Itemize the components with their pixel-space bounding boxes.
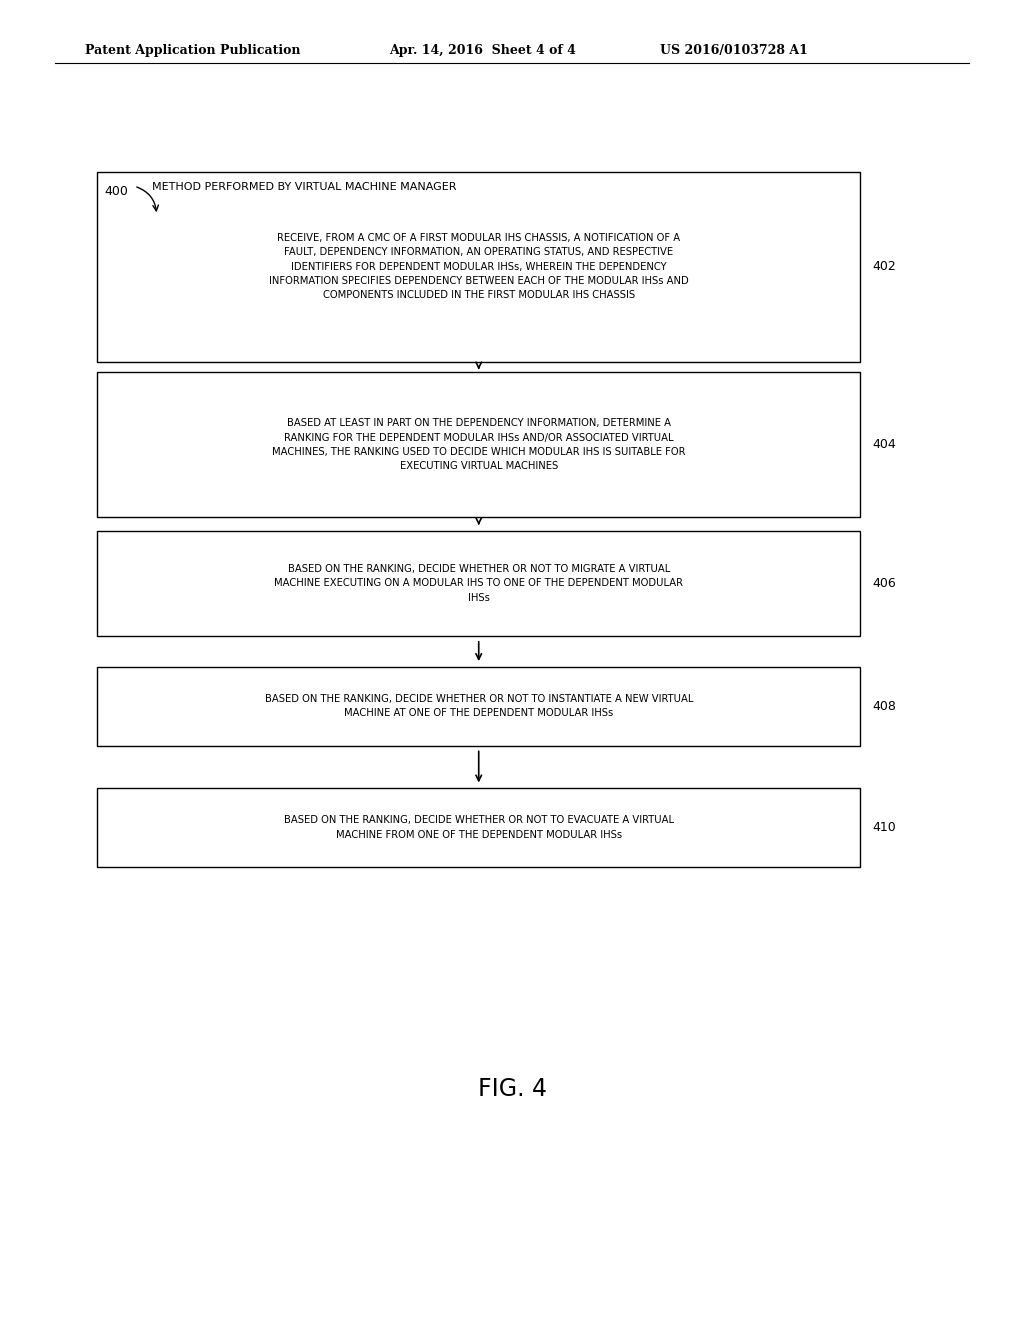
Text: 404: 404 (872, 438, 896, 451)
Text: METHOD PERFORMED BY VIRTUAL MACHINE MANAGER: METHOD PERFORMED BY VIRTUAL MACHINE MANA… (152, 182, 456, 193)
Text: RECEIVE, FROM A CMC OF A FIRST MODULAR IHS CHASSIS, A NOTIFICATION OF A
FAULT, D: RECEIVE, FROM A CMC OF A FIRST MODULAR I… (269, 232, 688, 301)
Text: 410: 410 (872, 821, 896, 834)
FancyBboxPatch shape (97, 667, 860, 746)
Text: BASED AT LEAST IN PART ON THE DEPENDENCY INFORMATION, DETERMINE A
RANKING FOR TH: BASED AT LEAST IN PART ON THE DEPENDENCY… (272, 418, 685, 471)
Text: BASED ON THE RANKING, DECIDE WHETHER OR NOT TO EVACUATE A VIRTUAL
MACHINE FROM O: BASED ON THE RANKING, DECIDE WHETHER OR … (284, 816, 674, 840)
Text: US 2016/0103728 A1: US 2016/0103728 A1 (660, 44, 808, 57)
Text: Apr. 14, 2016  Sheet 4 of 4: Apr. 14, 2016 Sheet 4 of 4 (389, 44, 575, 57)
Text: 400: 400 (104, 185, 128, 198)
Text: 402: 402 (872, 260, 896, 273)
Text: FIG. 4: FIG. 4 (477, 1077, 547, 1101)
FancyBboxPatch shape (97, 372, 860, 517)
Text: 406: 406 (872, 577, 896, 590)
Text: Patent Application Publication: Patent Application Publication (85, 44, 300, 57)
Text: 408: 408 (872, 700, 896, 713)
FancyBboxPatch shape (97, 531, 860, 636)
Text: BASED ON THE RANKING, DECIDE WHETHER OR NOT TO MIGRATE A VIRTUAL
MACHINE EXECUTI: BASED ON THE RANKING, DECIDE WHETHER OR … (274, 564, 683, 603)
FancyBboxPatch shape (97, 172, 860, 362)
Text: BASED ON THE RANKING, DECIDE WHETHER OR NOT TO INSTANTIATE A NEW VIRTUAL
MACHINE: BASED ON THE RANKING, DECIDE WHETHER OR … (264, 694, 693, 718)
FancyBboxPatch shape (97, 788, 860, 867)
